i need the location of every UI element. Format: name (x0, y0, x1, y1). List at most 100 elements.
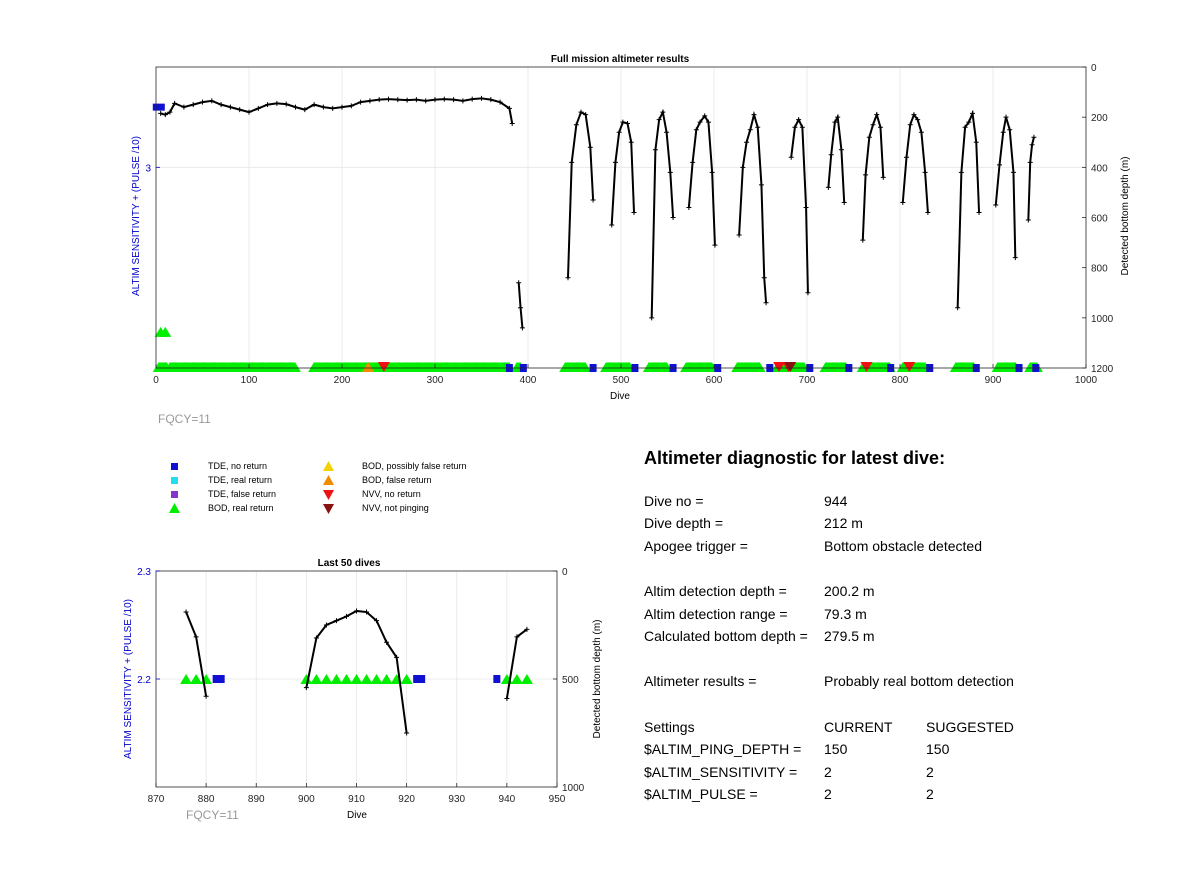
depth-point (209, 98, 215, 104)
depth-point (1025, 217, 1031, 223)
settings-current: 2 (824, 764, 832, 780)
x-tick-label: 400 (520, 375, 537, 386)
diag-value: 279.5 m (824, 628, 875, 644)
x-tick-label: 900 (985, 375, 1002, 386)
depth-point (656, 117, 662, 123)
depth-point (578, 109, 584, 115)
y-right-tick-label: 600 (1091, 214, 1108, 225)
depth-point (870, 122, 876, 128)
depth-point (1027, 159, 1033, 165)
depth-point (841, 199, 847, 205)
depth-line (790, 117, 809, 293)
bod-real-marker (579, 362, 592, 372)
y-right-tick-label: 0 (1091, 63, 1097, 74)
depth-point (664, 129, 670, 135)
depth-point (880, 174, 886, 180)
depth-point (667, 169, 673, 175)
depth-line (738, 110, 768, 303)
depth-line (505, 628, 528, 699)
depth-line (901, 112, 929, 213)
depth-point (620, 119, 626, 125)
x-tick-label: 500 (613, 375, 630, 386)
depth-point (1012, 255, 1018, 261)
settings-suggested: 150 (926, 741, 950, 757)
x-tick-label: 300 (427, 375, 444, 386)
x-tick-label: 100 (241, 375, 258, 386)
diag-value: 200.2 m (824, 583, 875, 599)
series-layer (152, 95, 1043, 372)
bod-real-marker (310, 674, 323, 684)
x-axis-label: Dive (610, 391, 630, 402)
settings-header-current: CURRENT (824, 719, 893, 735)
depth-point (333, 618, 339, 624)
depth-point (835, 114, 841, 120)
depth-point (158, 110, 164, 116)
depth-point (320, 104, 326, 110)
depth-line (687, 114, 716, 246)
y-left-tick-label: 2.2 (137, 675, 151, 686)
legend-marker-icon (323, 490, 334, 500)
depth-point (751, 112, 757, 118)
settings-suggested: 2 (926, 764, 934, 780)
bod-real-marker (330, 674, 343, 684)
depth-point (702, 113, 708, 119)
bod-real-marker (380, 674, 393, 684)
depth-point (573, 122, 579, 128)
bod-real-marker (300, 674, 313, 684)
nvv-no-return-marker (377, 362, 390, 372)
depth-point (293, 104, 298, 110)
depth-point (497, 99, 503, 105)
depth-point (863, 172, 869, 178)
x-tick-label: 1000 (1075, 375, 1098, 386)
depth-point (311, 102, 317, 108)
depth-point (625, 120, 631, 126)
bod-real-marker (288, 362, 301, 372)
y-right-tick-label: 1200 (1091, 364, 1114, 375)
depth-point (469, 96, 475, 102)
depth-point (323, 622, 329, 628)
y-right-tick-label: 1000 (562, 783, 585, 794)
x-tick-label: 0 (153, 375, 159, 386)
depth-point (693, 127, 699, 133)
depth-point (339, 104, 345, 110)
depth-point (423, 98, 429, 104)
x-tick-label: 600 (706, 375, 723, 386)
depth-point (386, 96, 391, 102)
depth-point (227, 104, 233, 110)
bod-real-marker (360, 674, 373, 684)
axes: 0 100 200 300 400 500 600 700 800 900 1000 3 0 200 400… (145, 63, 1113, 386)
x-tick-label: 700 (799, 375, 816, 386)
depth-point (303, 685, 309, 691)
depth-point (518, 305, 524, 311)
x-tick-label: 870 (148, 794, 165, 805)
depth-point (479, 95, 484, 101)
legend-marker-icon (171, 463, 178, 470)
depth-point (583, 112, 589, 118)
depth-point (838, 147, 844, 153)
legend-marker-icon (171, 477, 178, 484)
depth-point (587, 144, 593, 150)
bod-real-marker (350, 674, 363, 684)
depth-point (966, 119, 972, 125)
tde-no-return-marker (217, 675, 225, 683)
series-layer (180, 608, 533, 736)
bod-real-marker (400, 674, 413, 684)
x-tick-label: 920 (398, 794, 415, 805)
left-axis-label: ALTIM SENSITIVITY + (PULSE /10) (123, 599, 134, 759)
depth-point (162, 112, 168, 118)
depth-point (488, 97, 494, 103)
depth-point (302, 107, 308, 113)
bod-real-marker (159, 326, 172, 337)
depth-point (792, 124, 798, 130)
diag-value: Bottom obstacle detected (824, 538, 982, 554)
diagnostic-title: Altimeter diagnostic for latest dive: (644, 448, 946, 468)
y-left-tick-label: 2.3 (137, 567, 151, 578)
depth-point (955, 305, 961, 311)
right-axis-label: Detected bottom depth (m) (1120, 157, 1131, 276)
depth-point (925, 209, 931, 215)
depth-point (747, 127, 753, 133)
depth-point (649, 315, 655, 321)
depth-point (432, 97, 438, 103)
depth-point (354, 608, 359, 614)
depth-line (160, 97, 514, 124)
